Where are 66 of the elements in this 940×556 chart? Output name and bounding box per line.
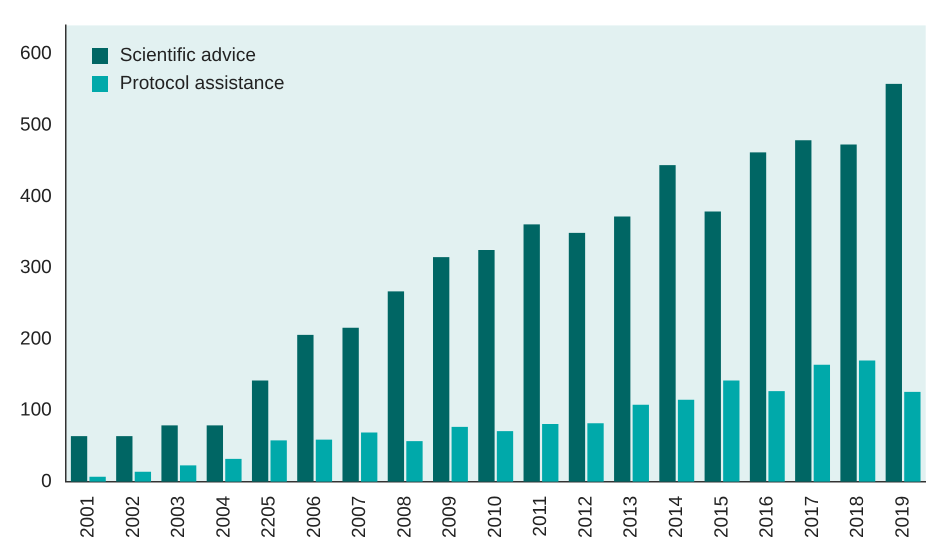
x-tick-label: 2205 xyxy=(258,496,280,538)
x-tick-label: 2009 xyxy=(440,496,461,538)
bar xyxy=(297,334,314,482)
x-tick-label: 2001 xyxy=(78,496,99,538)
bar xyxy=(840,144,857,482)
bar xyxy=(70,436,88,482)
x-tick-label: 2011 xyxy=(530,496,552,537)
x-tick-label: 2015 xyxy=(711,496,732,538)
x-tick-label: 2006 xyxy=(304,496,325,538)
legend-label: Protocol assistance xyxy=(120,73,284,96)
x-tick-label: 2012 xyxy=(575,496,596,538)
x-tick-label: 2013 xyxy=(620,496,642,538)
bar xyxy=(768,391,785,482)
bar xyxy=(524,224,540,482)
bar xyxy=(678,400,694,482)
y-tick-label: 600 xyxy=(20,43,52,64)
bar xyxy=(270,440,287,482)
bar xyxy=(750,152,766,482)
y-tick-label: 200 xyxy=(20,328,52,350)
bar xyxy=(206,425,224,482)
bar xyxy=(161,425,178,482)
bar xyxy=(659,165,676,482)
y-tick-label: 300 xyxy=(20,257,52,278)
bar xyxy=(704,212,721,482)
bar xyxy=(632,404,649,482)
bar xyxy=(496,431,514,482)
bar xyxy=(568,232,586,482)
y-tick-label: 500 xyxy=(20,114,52,136)
x-tick-label: 2002 xyxy=(122,496,144,538)
bar xyxy=(814,364,830,482)
bar xyxy=(361,432,378,482)
x-tick-label: 2018 xyxy=(847,496,868,538)
bar xyxy=(342,328,359,482)
bar xyxy=(858,360,876,482)
bar xyxy=(116,436,132,482)
bar xyxy=(723,380,740,482)
y-tick-label: 100 xyxy=(20,400,52,421)
x-tick-label: 2017 xyxy=(802,496,823,538)
legend-label: Scientific advice xyxy=(120,45,256,68)
bar xyxy=(89,476,106,482)
y-tick-label: 400 xyxy=(20,186,52,207)
x-tick-label: 2004 xyxy=(213,495,234,538)
bar xyxy=(388,291,404,482)
bar xyxy=(478,250,495,482)
bar xyxy=(587,423,604,482)
bar xyxy=(904,392,921,482)
x-tick-label: 2010 xyxy=(484,496,506,538)
y-tick-label: 0 xyxy=(41,470,52,492)
x-tick-label: 2019 xyxy=(892,496,914,538)
bar xyxy=(252,380,268,482)
x-tick-label: 2007 xyxy=(349,496,370,538)
bar xyxy=(225,458,242,482)
bar xyxy=(542,424,558,482)
bar xyxy=(316,440,332,482)
x-tick-label: 2016 xyxy=(756,496,778,538)
x-tick-label: 2003 xyxy=(168,496,190,538)
bar xyxy=(180,465,196,482)
bar xyxy=(406,441,423,482)
bar xyxy=(795,140,812,482)
bar xyxy=(433,257,450,482)
bar xyxy=(134,472,152,482)
bar xyxy=(452,426,468,482)
bar xyxy=(614,216,630,482)
x-tick-label: 2014 xyxy=(666,495,688,538)
x-tick-label: 2008 xyxy=(394,496,416,538)
bar xyxy=(886,84,902,482)
